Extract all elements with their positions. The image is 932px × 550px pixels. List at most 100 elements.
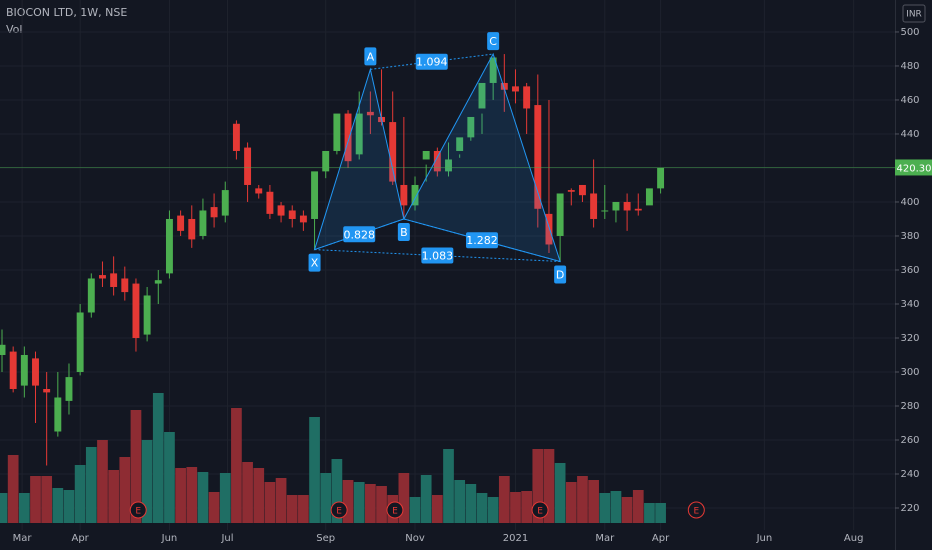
x-tick-label: Mar [13, 533, 33, 544]
volume-bar [152, 393, 164, 523]
candle-body [645, 188, 653, 206]
candle-body [299, 215, 307, 223]
candle-body [489, 57, 497, 83]
candle-body [255, 188, 263, 194]
volume-bar [476, 493, 488, 523]
candle-body [87, 278, 95, 313]
volume-bar [130, 410, 142, 523]
candle-body [322, 150, 330, 172]
candle-body [355, 113, 363, 155]
volume-bar [309, 417, 320, 523]
volume-bar [632, 490, 644, 523]
volume-bar [175, 468, 186, 523]
volume-bar [498, 476, 510, 523]
x-tick-label: Nov [405, 533, 425, 544]
pattern-ratio: 0.828 [343, 228, 375, 241]
candle-body [121, 278, 129, 293]
y-tick-label: 400 [900, 197, 919, 208]
candle-body [288, 210, 296, 219]
candle-body [556, 193, 564, 236]
candle-body [433, 150, 441, 172]
candle-body [9, 351, 17, 389]
candle-body [534, 105, 542, 209]
candle-body [65, 377, 73, 401]
candle-body [567, 190, 575, 192]
candle-body [165, 218, 173, 274]
volume-bar [30, 476, 41, 523]
pattern-point-box [308, 253, 321, 272]
event-marker[interactable] [687, 501, 705, 519]
event-marker[interactable] [330, 501, 348, 519]
candle-body [311, 171, 319, 219]
volume-bar [141, 440, 153, 523]
pattern-point-box [364, 47, 377, 66]
candle-body [344, 113, 352, 162]
event-marker[interactable] [531, 501, 549, 519]
volume-bar [431, 495, 443, 523]
volume-bar [186, 467, 198, 523]
volume-bar [521, 491, 532, 523]
y-tick-label: 220 [900, 503, 919, 514]
volume-bar [85, 447, 97, 523]
x-tick-label: Jun [756, 533, 773, 544]
y-tick-label: 360 [900, 265, 919, 276]
volume-bar [342, 480, 354, 523]
candle-body [612, 201, 620, 211]
candle-body [500, 82, 508, 90]
pattern-point-box [487, 32, 500, 51]
pattern-point-label: B [400, 226, 408, 239]
pattern-ratio: 1.094 [416, 56, 448, 69]
candle-body [467, 116, 475, 138]
candle-body [221, 190, 229, 216]
volume-bar [655, 503, 666, 523]
volume-bar [353, 482, 365, 523]
candle-body [43, 388, 51, 393]
event-marker[interactable] [129, 501, 147, 519]
volume-bar [74, 465, 86, 523]
volume-bar [108, 470, 119, 523]
candle-body [523, 86, 531, 109]
candle-body [601, 210, 609, 212]
candle-body [400, 184, 408, 206]
volume-bar [97, 440, 108, 523]
pattern-point-box [554, 265, 567, 284]
volume-bar [565, 482, 577, 523]
candle-body [0, 344, 6, 355]
event-marker[interactable] [386, 501, 404, 519]
candle-body [478, 82, 486, 109]
candle-body [623, 201, 631, 211]
candle-body [578, 184, 586, 196]
pattern-point-box [397, 222, 410, 241]
pattern-point-label: A [367, 50, 375, 63]
x-tick-label: Jun [161, 533, 178, 544]
pattern-ratio: 1.083 [422, 250, 454, 263]
volume-bar [231, 408, 242, 523]
volume-bar [644, 503, 655, 523]
y-tick-label: 500 [900, 27, 919, 38]
volume-bar [454, 480, 466, 523]
candle-body [210, 207, 218, 218]
y-tick-label: 280 [900, 401, 919, 412]
candle-body [445, 159, 452, 172]
currency-box[interactable] [902, 4, 926, 23]
volume-bar [487, 497, 499, 523]
y-tick-label: 240 [900, 469, 919, 480]
volume-bar [219, 473, 231, 523]
candle-body [244, 147, 252, 185]
candle-body [590, 193, 598, 219]
candle-body [110, 273, 118, 287]
volume-bar [286, 495, 298, 523]
candle-body [277, 205, 285, 216]
x-tick-label: Apr [71, 533, 89, 544]
x-tick-label: Mar [595, 533, 615, 544]
volume-bar [532, 449, 544, 523]
pattern-ratio-line [314, 249, 561, 262]
candle-body [177, 215, 185, 231]
volume-bar [52, 488, 64, 523]
x-tick-label: Jul [220, 533, 233, 544]
volume-bar [443, 449, 454, 523]
candle-body [188, 218, 196, 240]
candle-body [512, 86, 519, 92]
volume-bar [599, 493, 611, 523]
